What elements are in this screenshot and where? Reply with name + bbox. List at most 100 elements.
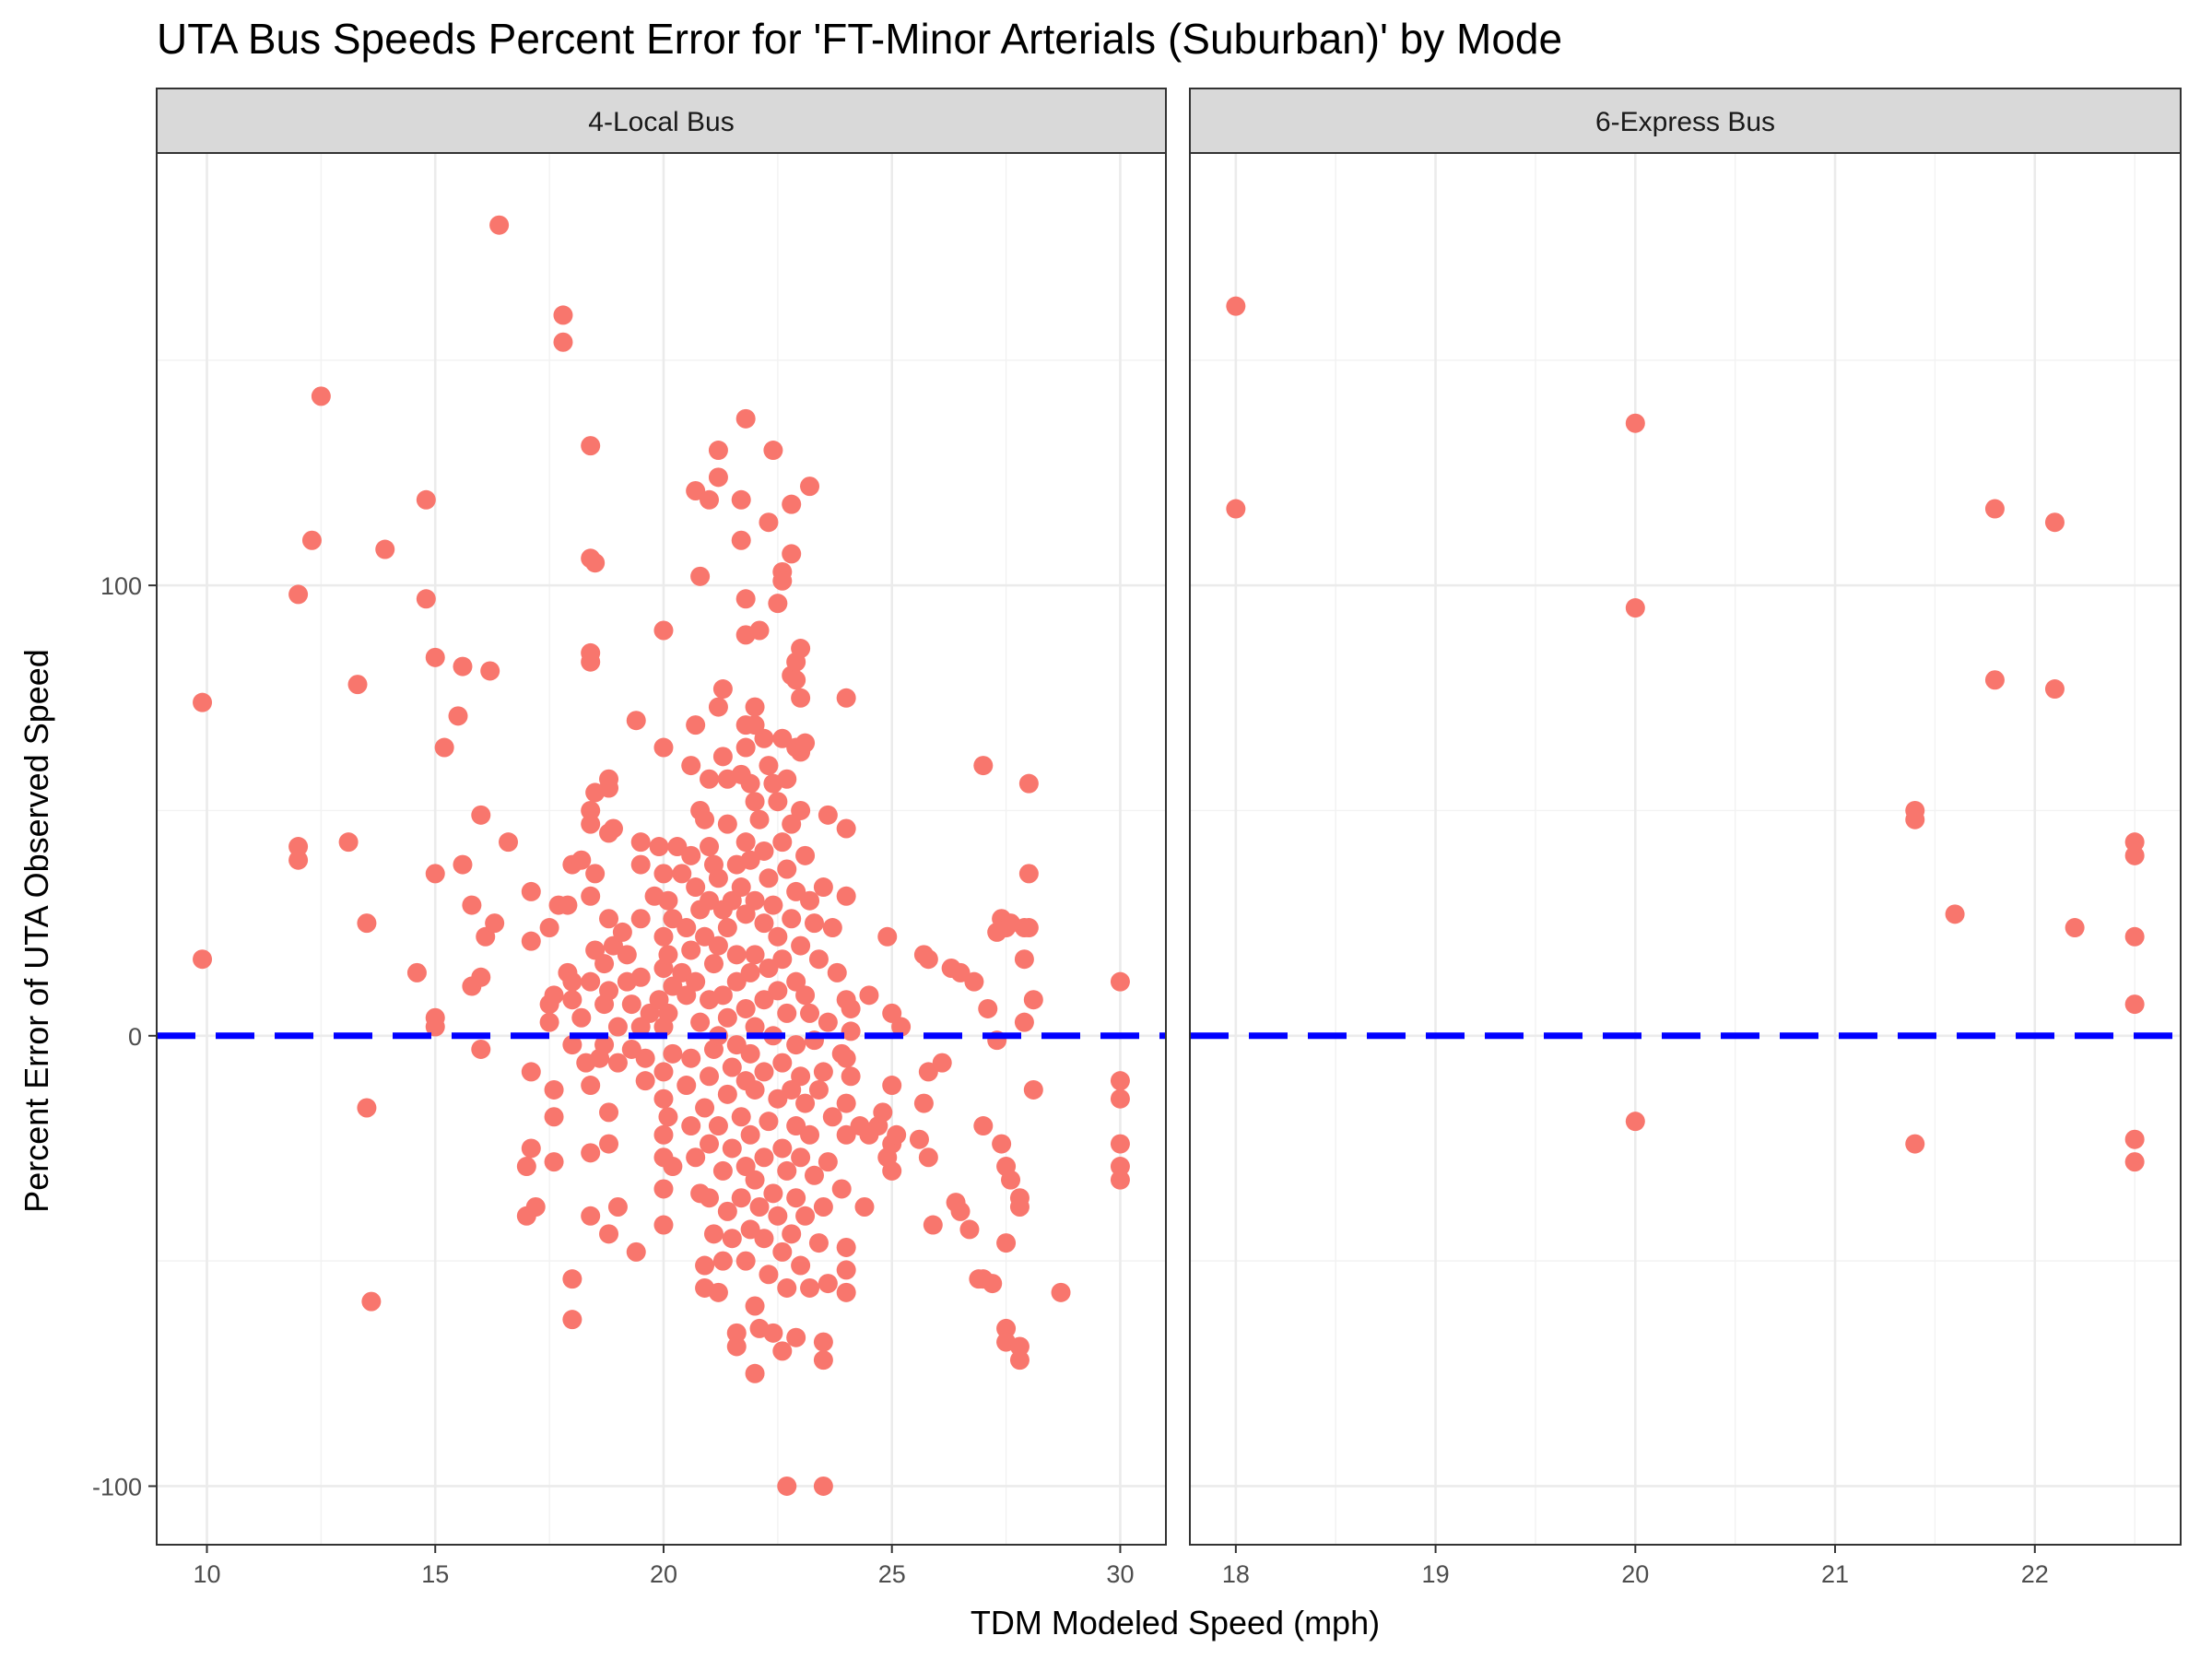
data-point xyxy=(808,949,829,970)
data-point xyxy=(772,832,793,853)
data-point xyxy=(913,1093,934,1113)
data-point xyxy=(782,544,802,564)
data-point xyxy=(599,778,619,798)
data-point xyxy=(471,967,491,987)
data-point xyxy=(873,1102,893,1123)
data-point xyxy=(717,1007,737,1028)
data-point xyxy=(717,918,737,938)
data-point xyxy=(735,408,756,429)
data-point xyxy=(918,949,938,970)
data-point xyxy=(700,1134,720,1154)
data-point xyxy=(663,976,683,996)
data-point xyxy=(973,1116,994,1136)
data-point xyxy=(772,571,793,591)
data-point xyxy=(754,1229,774,1249)
data-point xyxy=(603,818,623,839)
data-point xyxy=(649,990,669,1010)
data-point xyxy=(791,688,811,708)
data-point xyxy=(831,1179,852,1199)
data-point xyxy=(708,441,728,461)
data-point xyxy=(521,931,541,951)
data-point xyxy=(818,1012,838,1032)
data-point xyxy=(521,881,541,901)
data-point xyxy=(745,1079,765,1100)
data-point xyxy=(1018,773,1039,794)
data-point xyxy=(2124,926,2145,947)
data-point xyxy=(740,962,760,982)
data-point xyxy=(836,1124,856,1145)
data-point xyxy=(1905,809,1925,830)
data-point xyxy=(425,1017,445,1037)
data-point xyxy=(887,1124,907,1145)
data-point xyxy=(782,494,802,514)
data-point xyxy=(1945,904,1965,924)
data-point xyxy=(731,1107,751,1127)
data-point xyxy=(1226,296,1246,316)
data-point xyxy=(795,845,816,865)
data-point xyxy=(745,945,765,965)
data-point xyxy=(768,1088,788,1109)
facet-strip-label: 4-Local Bus xyxy=(588,107,734,137)
data-point xyxy=(621,994,641,1015)
data-point xyxy=(658,1003,678,1023)
data-point xyxy=(722,890,742,911)
data-point xyxy=(416,589,436,609)
data-point xyxy=(836,886,856,906)
data-point xyxy=(1018,864,1039,884)
data-point xyxy=(653,620,674,641)
data-point xyxy=(653,926,674,947)
data-point xyxy=(311,386,331,406)
data-point xyxy=(726,1323,747,1343)
data-point xyxy=(558,895,578,915)
data-point xyxy=(2124,832,2145,853)
data-point xyxy=(818,1274,838,1294)
data-point xyxy=(772,1053,793,1073)
data-point xyxy=(836,818,856,839)
data-point xyxy=(599,1134,619,1154)
data-point xyxy=(690,566,711,586)
data-point xyxy=(338,832,359,853)
data-point xyxy=(471,1039,491,1059)
data-point xyxy=(786,881,806,901)
data-point xyxy=(1023,990,1043,1010)
data-point xyxy=(539,1012,559,1032)
data-point xyxy=(288,850,309,870)
data-point xyxy=(288,837,309,857)
data-point xyxy=(735,832,756,853)
data-point xyxy=(708,1282,728,1302)
x-tick-label: 30 xyxy=(1106,1560,1134,1588)
data-point xyxy=(571,850,592,870)
data-point xyxy=(677,985,697,1006)
data-point xyxy=(700,837,720,857)
data-point xyxy=(700,769,720,789)
data-point xyxy=(923,1215,943,1235)
data-point xyxy=(759,756,779,776)
data-point xyxy=(782,814,802,834)
data-point xyxy=(1014,949,1034,970)
data-point xyxy=(672,864,692,884)
data-point xyxy=(754,728,774,748)
data-point xyxy=(841,1021,861,1041)
data-point xyxy=(772,728,793,748)
data-point xyxy=(754,990,774,1010)
data-point xyxy=(827,962,847,982)
data-point xyxy=(562,990,582,1010)
data-point xyxy=(525,1196,546,1217)
data-point xyxy=(800,890,820,911)
data-point xyxy=(836,1260,856,1280)
data-point xyxy=(759,868,779,888)
data-point xyxy=(822,1107,842,1127)
data-point xyxy=(759,1112,779,1132)
data-point xyxy=(745,1170,765,1190)
data-point xyxy=(1023,1079,1043,1100)
data-point xyxy=(1051,1282,1071,1302)
data-point xyxy=(425,647,445,667)
data-point xyxy=(717,1084,737,1104)
data-point xyxy=(677,1076,697,1096)
data-point xyxy=(759,958,779,978)
data-point xyxy=(1014,1012,1034,1032)
data-point xyxy=(499,832,519,853)
data-point xyxy=(791,1147,811,1168)
data-point xyxy=(672,962,692,982)
data-point xyxy=(1110,971,1130,992)
